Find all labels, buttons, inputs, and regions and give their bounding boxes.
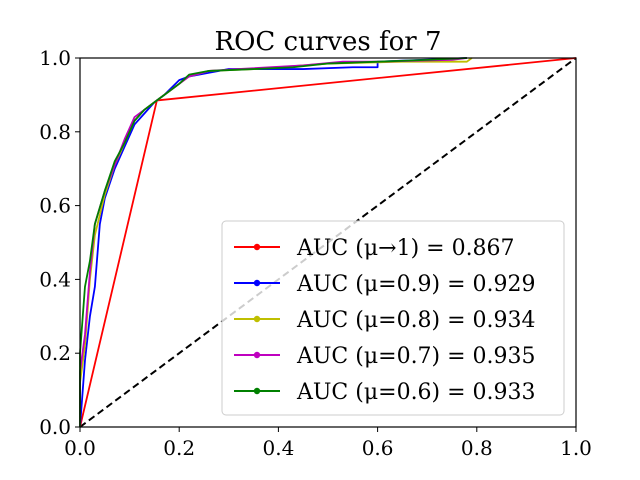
legend-label: AUC (μ=0.9) = 0.929: [296, 272, 536, 297]
x-tick-label: 0.6: [362, 436, 394, 460]
legend-swatch-marker: [253, 243, 261, 251]
legend-label: AUC (μ=0.8) = 0.934: [296, 308, 536, 333]
legend-box: [221, 220, 565, 416]
x-tick-label: 0.2: [163, 436, 195, 460]
x-tick-label: 0.0: [64, 436, 96, 460]
legend-label: AUC (μ→1) = 0.867: [296, 236, 515, 261]
plot-frame: [79, 57, 577, 428]
legend-swatch-marker: [253, 387, 261, 395]
y-tick-label: 1.0: [39, 46, 71, 70]
series-layer: [79, 57, 577, 428]
legend-label: AUC (μ=0.6) = 0.933: [296, 380, 536, 405]
x-tick-label: 0.8: [461, 436, 493, 460]
legend: AUC (μ→1) = 0.867 AUC (μ=0.9) = 0.929 AUC …: [221, 220, 565, 416]
x-tick-label: 0.4: [262, 436, 294, 460]
y-tick-label: 0.4: [39, 267, 71, 291]
x-axis: 0.0 0.2 0.4 0.6 0.8 1.0: [64, 427, 592, 460]
y-axis: 0.0 0.2 0.4 0.6 0.8 1.0: [39, 46, 80, 439]
x-tick-label: 1.0: [560, 436, 592, 460]
y-tick-label: 0.8: [39, 120, 71, 144]
chart-title: ROC curves for 7: [215, 27, 442, 57]
legend-label: AUC (μ=0.7) = 0.935: [296, 344, 536, 369]
y-tick-label: 0.2: [39, 341, 71, 365]
legend-swatch-marker: [253, 315, 261, 323]
legend-swatch-marker: [253, 351, 261, 359]
y-tick-label: 0.6: [39, 194, 71, 218]
y-tick-label: 0.0: [39, 415, 71, 439]
series-line-5: [79, 57, 467, 427]
legend-swatch-marker: [253, 279, 261, 287]
